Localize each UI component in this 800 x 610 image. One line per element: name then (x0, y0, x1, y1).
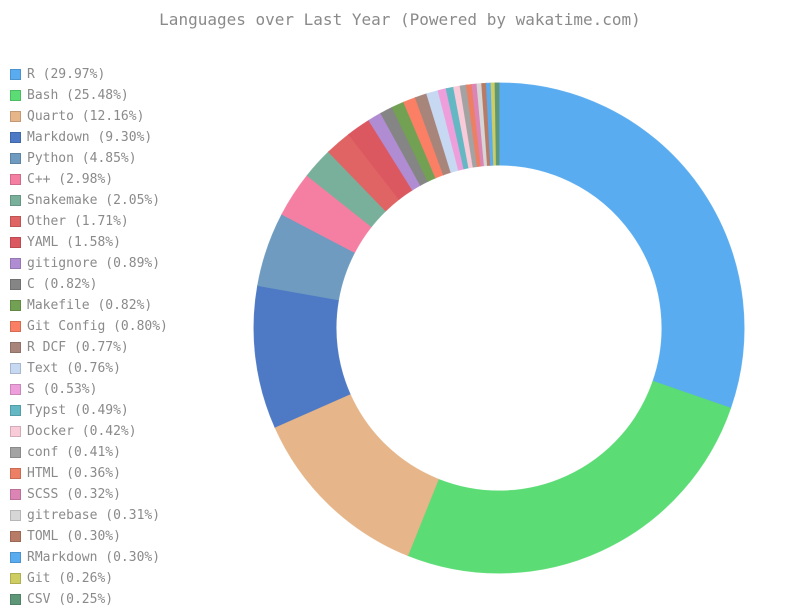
legend-label: Snakemake (2.05%) (27, 193, 161, 208)
legend-label: Typst (0.49%) (27, 403, 129, 418)
legend-swatch (10, 489, 21, 500)
legend-label: Bash (25.48%) (27, 88, 129, 103)
legend-label: S (0.53%) (27, 382, 98, 397)
legend-item[interactable]: Other (1.71%) (10, 211, 250, 232)
legend-item[interactable]: Makefile (0.82%) (10, 295, 250, 316)
legend-swatch (10, 510, 21, 521)
legend-label: Git (0.26%) (27, 571, 114, 586)
donut-chart (253, 82, 745, 574)
legend-label: conf (0.41%) (27, 445, 121, 460)
legend-label: HTML (0.36%) (27, 466, 121, 481)
legend-item[interactable]: Python (4.85%) (10, 148, 250, 169)
legend-label: R DCF (0.77%) (27, 340, 129, 355)
donut-slice[interactable] (498, 82, 745, 409)
legend-swatch (10, 531, 21, 542)
legend-item[interactable]: Git Config (0.80%) (10, 316, 250, 337)
legend-item[interactable]: conf (0.41%) (10, 442, 250, 463)
legend-item[interactable]: Docker (0.42%) (10, 421, 250, 442)
legend: R (29.97%) Bash (25.48%) Quarto (12.16%) Ma… (10, 64, 250, 610)
legend-swatch (10, 216, 21, 227)
legend-item[interactable]: R (29.97%) (10, 64, 250, 85)
legend-swatch (10, 300, 21, 311)
legend-label: Docker (0.42%) (27, 424, 137, 439)
legend-item[interactable]: Git (0.26%) (10, 568, 250, 589)
legend-item[interactable]: Bash (25.48%) (10, 85, 250, 106)
legend-swatch (10, 363, 21, 374)
chart-title: Languages over Last Year (Powered by wak… (159, 10, 641, 29)
legend-swatch (10, 195, 21, 206)
legend-item[interactable]: Quarto (12.16%) (10, 106, 250, 127)
donut-slice[interactable] (407, 380, 732, 574)
legend-item[interactable]: S (0.53%) (10, 379, 250, 400)
legend-swatch (10, 468, 21, 479)
legend-item[interactable]: Markdown (9.30%) (10, 127, 250, 148)
legend-swatch (10, 174, 21, 185)
legend-item[interactable]: TOML (0.30%) (10, 526, 250, 547)
legend-item[interactable]: Typst (0.49%) (10, 400, 250, 421)
legend-swatch (10, 90, 21, 101)
legend-label: Markdown (9.30%) (27, 130, 153, 145)
legend-item[interactable]: C++ (2.98%) (10, 169, 250, 190)
legend-item[interactable]: Text (0.76%) (10, 358, 250, 379)
legend-swatch (10, 573, 21, 584)
legend-item[interactable]: HTML (0.36%) (10, 463, 250, 484)
legend-label: TOML (0.30%) (27, 529, 121, 544)
legend-swatch (10, 153, 21, 164)
legend-swatch (10, 132, 21, 143)
legend-swatch (10, 384, 21, 395)
legend-label: gitignore (0.89%) (27, 256, 161, 271)
legend-swatch (10, 258, 21, 269)
legend-swatch (10, 342, 21, 353)
legend-label: YAML (1.58%) (27, 235, 121, 250)
legend-label: Git Config (0.80%) (27, 319, 168, 334)
legend-label: gitrebase (0.31%) (27, 508, 161, 523)
legend-item[interactable]: gitrebase (0.31%) (10, 505, 250, 526)
legend-swatch (10, 237, 21, 248)
legend-label: Other (1.71%) (27, 214, 129, 229)
legend-item[interactable]: R DCF (0.77%) (10, 337, 250, 358)
legend-swatch (10, 447, 21, 458)
legend-label: Python (4.85%) (27, 151, 137, 166)
legend-label: Quarto (12.16%) (27, 109, 145, 124)
legend-label: C++ (2.98%) (27, 172, 114, 187)
donut-slice[interactable] (494, 82, 500, 166)
legend-swatch (10, 426, 21, 437)
legend-swatch (10, 279, 21, 290)
legend-swatch (10, 405, 21, 416)
legend-swatch (10, 111, 21, 122)
legend-label: RMarkdown (0.30%) (27, 550, 161, 565)
legend-label: C (0.82%) (27, 277, 98, 292)
legend-item[interactable]: YAML (1.58%) (10, 232, 250, 253)
donut-slice[interactable] (274, 393, 439, 557)
legend-item[interactable]: RMarkdown (0.30%) (10, 547, 250, 568)
legend-swatch (10, 69, 21, 80)
legend-label: R (29.97%) (27, 67, 106, 82)
legend-label: Makefile (0.82%) (27, 298, 153, 313)
legend-label: Text (0.76%) (27, 361, 121, 376)
legend-swatch (10, 321, 21, 332)
legend-item[interactable]: SCSS (0.32%) (10, 484, 250, 505)
legend-item[interactable]: C (0.82%) (10, 274, 250, 295)
legend-swatch (10, 552, 21, 563)
legend-item[interactable]: gitignore (0.89%) (10, 253, 250, 274)
legend-item[interactable]: Snakemake (2.05%) (10, 190, 250, 211)
legend-label: SCSS (0.32%) (27, 487, 121, 502)
